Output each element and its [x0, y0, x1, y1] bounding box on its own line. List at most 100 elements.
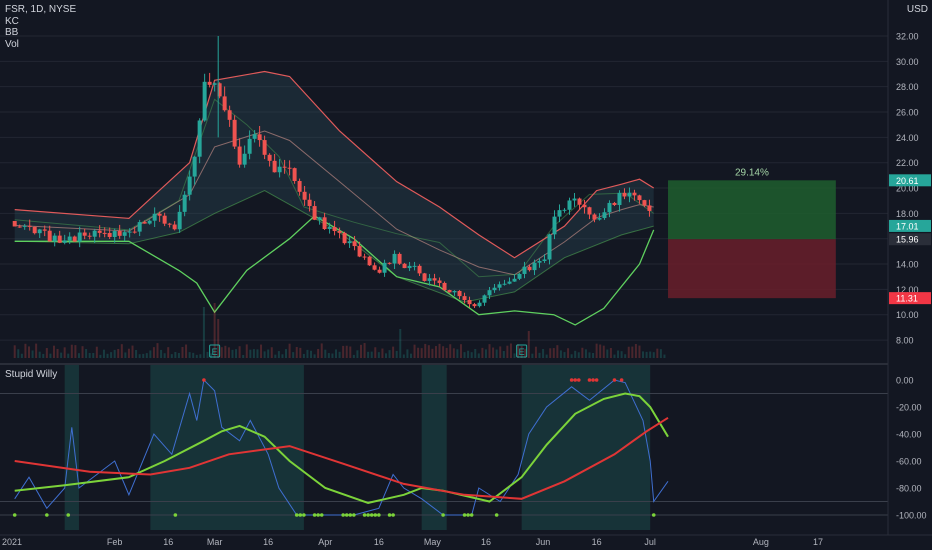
candle-body[interactable]: [602, 212, 607, 219]
candle-body[interactable]: [167, 223, 172, 225]
candle-body[interactable]: [387, 262, 392, 264]
candle-body[interactable]: [262, 140, 267, 155]
candle-body[interactable]: [147, 220, 152, 224]
candle-body[interactable]: [592, 214, 597, 220]
candle-body[interactable]: [162, 215, 167, 224]
candle-body[interactable]: [372, 265, 377, 270]
candle-body[interactable]: [22, 225, 27, 227]
candle-body[interactable]: [107, 232, 112, 237]
indicator-bb[interactable]: BB: [5, 27, 19, 38]
candle-body[interactable]: [132, 231, 137, 233]
candle-body[interactable]: [352, 241, 357, 247]
candles[interactable]: [12, 36, 652, 309]
candle-body[interactable]: [367, 256, 372, 266]
price-tag[interactable]: 17.01: [889, 219, 931, 232]
candle-body[interactable]: [597, 218, 602, 220]
candle-body[interactable]: [42, 229, 47, 231]
candle-body[interactable]: [507, 281, 512, 284]
candle-body[interactable]: [272, 160, 277, 173]
candle-body[interactable]: [567, 200, 572, 210]
candle-body[interactable]: [357, 246, 362, 257]
candle-body[interactable]: [257, 134, 262, 141]
price-tag[interactable]: 11.31: [889, 292, 931, 305]
candle-body[interactable]: [472, 304, 477, 307]
candle-body[interactable]: [482, 295, 487, 303]
candle-body[interactable]: [557, 210, 562, 217]
price-tag[interactable]: 15.96: [889, 233, 931, 246]
candle-body[interactable]: [377, 269, 382, 273]
candle-body[interactable]: [562, 209, 567, 211]
candle-body[interactable]: [52, 235, 57, 242]
currency-label[interactable]: USD: [906, 4, 928, 15]
candle-body[interactable]: [577, 198, 582, 205]
candle-body[interactable]: [17, 226, 22, 228]
candle-body[interactable]: [467, 300, 472, 305]
candle-body[interactable]: [57, 235, 62, 243]
price-tag[interactable]: 20.61: [889, 174, 931, 187]
candle-body[interactable]: [607, 202, 612, 213]
candle-body[interactable]: [347, 241, 352, 244]
candle-body[interactable]: [477, 302, 482, 307]
candle-body[interactable]: [212, 83, 217, 85]
candle-body[interactable]: [232, 119, 237, 147]
candle-body[interactable]: [392, 253, 397, 264]
candle-body[interactable]: [82, 232, 87, 236]
candle-body[interactable]: [542, 259, 547, 262]
candle-body[interactable]: [342, 232, 347, 244]
candle-body[interactable]: [102, 232, 107, 234]
candle-body[interactable]: [287, 167, 292, 169]
candle-body[interactable]: [612, 202, 617, 206]
candle-body[interactable]: [572, 198, 577, 201]
candle-body[interactable]: [142, 222, 147, 224]
candle-body[interactable]: [492, 287, 497, 291]
candle-body[interactable]: [427, 278, 432, 281]
earnings-marker[interactable]: E: [209, 344, 221, 358]
candle-body[interactable]: [87, 235, 92, 237]
candle-body[interactable]: [497, 284, 502, 288]
position-stop-zone[interactable]: [668, 239, 836, 299]
candle-body[interactable]: [402, 263, 407, 269]
candle-body[interactable]: [192, 156, 197, 177]
candle-body[interactable]: [617, 192, 622, 206]
candle-body[interactable]: [137, 222, 142, 232]
candle-body[interactable]: [522, 266, 527, 274]
candle-body[interactable]: [527, 266, 532, 271]
candle-body[interactable]: [417, 265, 422, 274]
candle-body[interactable]: [552, 216, 557, 235]
candle-body[interactable]: [127, 231, 132, 233]
candle-body[interactable]: [302, 191, 307, 200]
candle-body[interactable]: [37, 229, 42, 234]
candle-body[interactable]: [72, 236, 77, 242]
candle-body[interactable]: [282, 166, 287, 168]
candle-body[interactable]: [77, 232, 82, 242]
candle-body[interactable]: [432, 278, 437, 281]
candle-body[interactable]: [202, 81, 207, 121]
candle-body[interactable]: [157, 213, 162, 216]
candle-body[interactable]: [582, 204, 587, 208]
candle-body[interactable]: [247, 138, 252, 154]
candle-body[interactable]: [122, 232, 127, 236]
candle-body[interactable]: [277, 166, 282, 173]
candle-body[interactable]: [327, 226, 332, 230]
candle-body[interactable]: [237, 146, 242, 165]
candle-body[interactable]: [92, 230, 97, 237]
candle-body[interactable]: [502, 283, 507, 285]
candle-body[interactable]: [172, 224, 177, 230]
candle-body[interactable]: [27, 225, 32, 227]
candle-body[interactable]: [547, 234, 552, 260]
candle-body[interactable]: [312, 206, 317, 220]
candle-body[interactable]: [382, 262, 387, 273]
candle-body[interactable]: [337, 231, 342, 233]
candle-body[interactable]: [207, 81, 212, 85]
candle-body[interactable]: [217, 83, 222, 97]
candle-body[interactable]: [97, 230, 102, 233]
candle-body[interactable]: [627, 192, 632, 197]
candle-body[interactable]: [632, 192, 637, 196]
candle-body[interactable]: [512, 278, 517, 282]
candle-body[interactable]: [177, 211, 182, 230]
candle-body[interactable]: [397, 253, 402, 264]
candle-body[interactable]: [297, 181, 302, 192]
candle-body[interactable]: [452, 290, 457, 293]
candle-body[interactable]: [317, 217, 322, 220]
candle-body[interactable]: [292, 168, 297, 182]
